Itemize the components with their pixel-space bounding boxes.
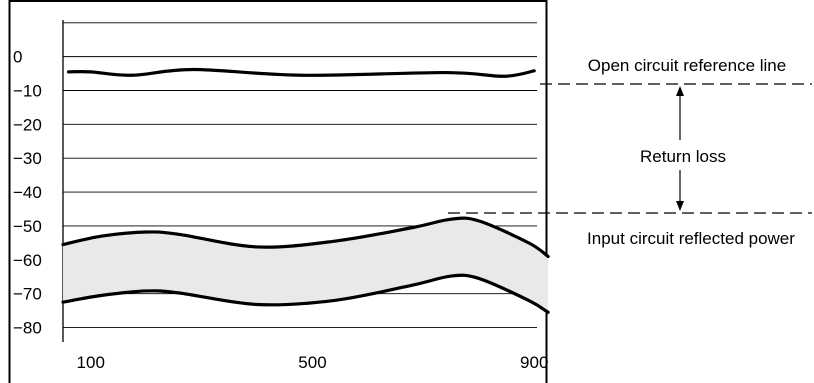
x-tick-labels: 100 500 900 [77,353,549,372]
y-tick-label: −40 [13,183,42,202]
return-loss-label: Return loss [640,147,726,166]
reflected-power-label: Input circuit reflected power [587,229,795,248]
y-tick-label: 0 [13,48,22,67]
open-circuit-trace [66,67,536,78]
series-layer [61,67,550,314]
return-loss-arrowhead-up [676,86,684,96]
y-tick-label: −30 [13,149,42,168]
x-tick-label: 100 [77,353,105,372]
shaded-band-layer [63,218,549,313]
reflected-power-band [63,218,549,313]
return-loss-arrowhead-down [676,201,684,211]
x-tick-label: 900 [520,353,548,372]
y-tick-label: −60 [13,251,42,270]
y-tick-label: −50 [13,217,42,236]
y-tick-labels: 0 −10 −20 −30 −40 −50 −60 −70 −80 [13,48,42,338]
y-tick-label: −20 [13,115,42,134]
x-tick-label: 500 [298,353,326,372]
y-tick-label: −10 [13,81,42,100]
y-tick-label: −70 [13,285,42,304]
y-tick-label: −80 [13,319,42,338]
lower-reflected-trace [61,273,550,314]
annotations: Open circuit reference line Return loss … [448,56,812,248]
open-circuit-label: Open circuit reference line [588,56,786,75]
upper-reflected-trace [61,216,550,259]
